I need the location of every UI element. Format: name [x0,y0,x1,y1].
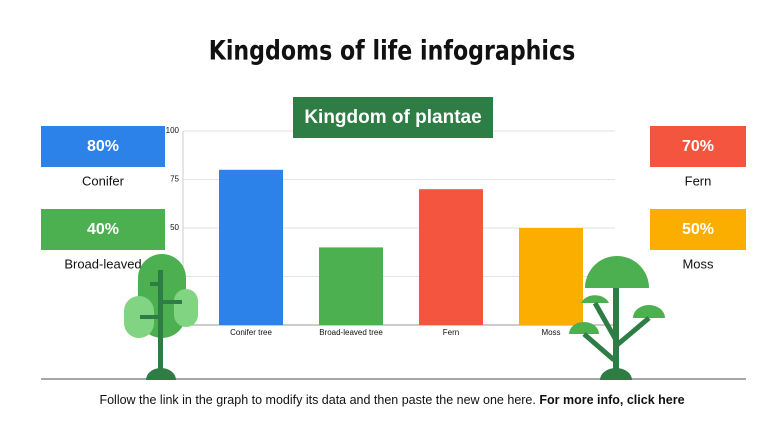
bar [519,228,583,325]
chart-title-box [293,97,493,138]
footer-link[interactable]: For more info, click here [539,393,684,407]
card-name: Conifer [82,173,125,188]
bar [319,247,383,325]
card [41,209,165,250]
y-tick-label: 50 [170,223,179,232]
slide-title: Kingdoms of life infographics [209,35,576,67]
footer-text: Follow the link in the graph to modify i… [99,393,535,407]
x-tick-label: Conifer tree [230,328,272,337]
chart-title: Kingdom of plantae [304,107,481,128]
left-tree [124,254,198,380]
card-name: Broad-leaved [64,256,141,271]
card [41,126,165,167]
card [650,126,746,167]
card-value: 70% [682,138,714,155]
right-tree [569,256,665,380]
x-tick-label: Fern [443,328,459,337]
card-name: Moss [682,256,714,271]
x-tick-label: Moss [541,328,560,337]
bar [219,169,283,325]
x-tick-label: Broad-leaved tree [319,328,383,337]
card [650,209,746,250]
card-value: 80% [87,138,119,155]
bar [419,189,483,325]
footer: Follow the link in the graph to modify i… [99,393,684,407]
card-value: 40% [87,221,119,238]
card-name: Fern [685,173,712,188]
card-value: 50% [682,221,714,238]
y-tick-label: 75 [170,175,179,184]
y-tick-label: 100 [166,126,180,135]
